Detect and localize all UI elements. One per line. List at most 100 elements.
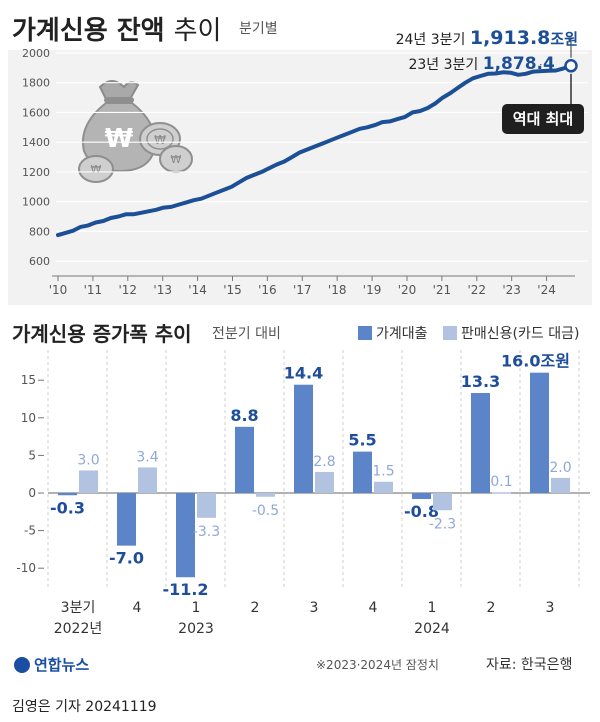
latest-annotation: 24년 3분기 1,913.8조원 bbox=[396, 27, 578, 49]
bar-loan bbox=[235, 426, 254, 493]
x-category-label: 2 bbox=[251, 600, 260, 616]
y-tick-label: 10 bbox=[21, 411, 36, 425]
y-tick-label: 5 bbox=[28, 448, 36, 462]
y-tick-label: 15 bbox=[21, 373, 36, 387]
y-tick-label: 1800 bbox=[22, 77, 50, 90]
data-label-loan: -0.8 bbox=[404, 502, 439, 521]
x-category-label: 1 bbox=[428, 600, 437, 616]
record-badge-bg bbox=[502, 104, 584, 134]
svg-text:₩: ₩ bbox=[91, 163, 102, 176]
data-label-loan: 13.3 bbox=[461, 372, 500, 391]
bar-loan bbox=[294, 384, 313, 493]
latest-annotation-unit: 조원 bbox=[550, 30, 578, 48]
bar-chart-subtitle: 전분기 대비 bbox=[212, 326, 281, 342]
x-tick-label: '13 bbox=[153, 283, 172, 297]
bar-sales bbox=[492, 492, 511, 494]
legend-label-sales: 판매신용(카드 대금) bbox=[461, 326, 580, 342]
bar-sales bbox=[374, 481, 393, 493]
latest-point-marker bbox=[564, 59, 578, 73]
y-tick-label: 1200 bbox=[22, 166, 50, 179]
y-tick-label: -10 bbox=[16, 561, 36, 575]
x-year-label: 2024 bbox=[414, 621, 450, 637]
y-tick-label: 1000 bbox=[22, 196, 50, 209]
x-tick-label: '20 bbox=[398, 283, 417, 297]
data-label-loan: 16.0조원 bbox=[501, 352, 570, 371]
legend-item-loan: 가계대출 bbox=[358, 323, 428, 343]
data-label-sales: -2.3 bbox=[429, 516, 456, 532]
data-label-sales: 2.8 bbox=[313, 454, 335, 470]
legend-swatch-loan bbox=[358, 326, 372, 340]
bar-loan bbox=[353, 451, 372, 493]
title-light: 추이 bbox=[173, 16, 222, 46]
svg-text:₩: ₩ bbox=[154, 133, 166, 147]
record-badge: 역대 최대 bbox=[513, 110, 573, 128]
x-tick-label: '18 bbox=[328, 283, 347, 297]
latest-annotation-value: 1,913.8 bbox=[470, 27, 551, 49]
prev-year-annotation-value: 1,878.4 bbox=[483, 54, 555, 74]
x-tick-label: '23 bbox=[502, 283, 521, 297]
series-line bbox=[56, 63, 573, 238]
x-tick-label: '10 bbox=[49, 283, 68, 297]
bar-loan bbox=[530, 372, 549, 493]
prev-year-annotation: 23년 3분기 1,878.4 bbox=[408, 54, 554, 74]
title-bold: 가계신용 잔액 bbox=[12, 16, 165, 46]
y-tick-label: 1600 bbox=[22, 106, 50, 119]
x-tick-label: '17 bbox=[293, 283, 312, 297]
bar-sales bbox=[79, 470, 98, 493]
data-label-loan: 5.5 bbox=[348, 431, 376, 450]
x-category-label: 2 bbox=[487, 600, 496, 616]
bar-sales bbox=[433, 493, 452, 511]
bar-sales bbox=[315, 471, 334, 493]
bar-loan bbox=[471, 392, 490, 493]
x-year-label: 2022년 bbox=[54, 621, 103, 637]
source-note: 자료: 한국은행 bbox=[486, 657, 573, 673]
legend-swatch-sales bbox=[443, 326, 457, 340]
page-title: 가계신용 잔액 추이 bbox=[12, 10, 221, 47]
x-category-label: 3 bbox=[310, 600, 319, 616]
data-label-sales: -3.3 bbox=[193, 524, 220, 540]
svg-text:₩: ₩ bbox=[105, 124, 134, 154]
y-tick-label: 0 bbox=[28, 486, 36, 500]
data-label-loan: -11.2 bbox=[162, 580, 208, 599]
bar-loan bbox=[58, 493, 77, 496]
x-tick-label: '12 bbox=[119, 283, 138, 297]
bar-loan bbox=[412, 493, 431, 500]
bar-sales bbox=[256, 493, 275, 497]
logo-text: 연합뉴스 bbox=[34, 656, 90, 674]
data-label-loan: 14.4 bbox=[284, 364, 323, 383]
money-bag-coins-icon: ₩ ₩ ₩ ₩ bbox=[78, 80, 193, 183]
x-tick-label: '19 bbox=[363, 283, 382, 297]
y-tick-label: 600 bbox=[29, 255, 50, 268]
data-label-sales: 1.5 bbox=[372, 464, 394, 480]
y-tick-label: 2000 bbox=[22, 47, 50, 60]
bar-sales bbox=[138, 467, 157, 493]
x-tick-label: '14 bbox=[188, 283, 207, 297]
x-category-label: 4 bbox=[133, 600, 142, 616]
legend-item-sales: 판매신용(카드 대금) bbox=[443, 323, 579, 343]
line-chart: 600 800 1000 1200 1400 1600 1800 2000 '10 '11 '12 '… bbox=[22, 27, 588, 297]
x-category-label: 4 bbox=[369, 600, 378, 616]
legend-label-loan: 가계대출 bbox=[376, 326, 428, 342]
y-tick-label: -5 bbox=[24, 524, 36, 538]
data-label-loan: -0.3 bbox=[50, 498, 85, 517]
bar-chart-title: 가계신용 증가폭 추이 bbox=[12, 322, 192, 346]
x-year-label: 2023 bbox=[178, 621, 214, 637]
y-tick-label: 1400 bbox=[22, 136, 50, 149]
data-label-sales: 3.0 bbox=[77, 452, 99, 468]
yonhap-logo: 연합뉴스 bbox=[14, 654, 89, 675]
yonhap-logo-icon bbox=[14, 656, 30, 673]
footnote: ※2023·2024년 잠정치 bbox=[316, 658, 439, 672]
x-category-label: 3분기 bbox=[61, 600, 96, 616]
x-tick-label: '15 bbox=[223, 283, 242, 297]
author-credit: 김영은 기자 20241119 bbox=[12, 699, 157, 715]
svg-text:₩: ₩ bbox=[171, 153, 182, 166]
prev-year-annotation-label: 23년 3분기 bbox=[408, 57, 482, 73]
data-label-loan: 8.8 bbox=[230, 406, 258, 425]
x-category-label: 1 bbox=[192, 600, 201, 616]
x-tick-label: '11 bbox=[84, 283, 103, 297]
bar-sales bbox=[551, 477, 570, 493]
bar-chart: -10-5051015-0.3-7.0-11.28.814.45.5-0.813… bbox=[16, 350, 590, 637]
x-category-label: 3 bbox=[546, 600, 555, 616]
x-tick-label: '16 bbox=[258, 283, 277, 297]
subtitle: 분기별 bbox=[239, 21, 278, 37]
